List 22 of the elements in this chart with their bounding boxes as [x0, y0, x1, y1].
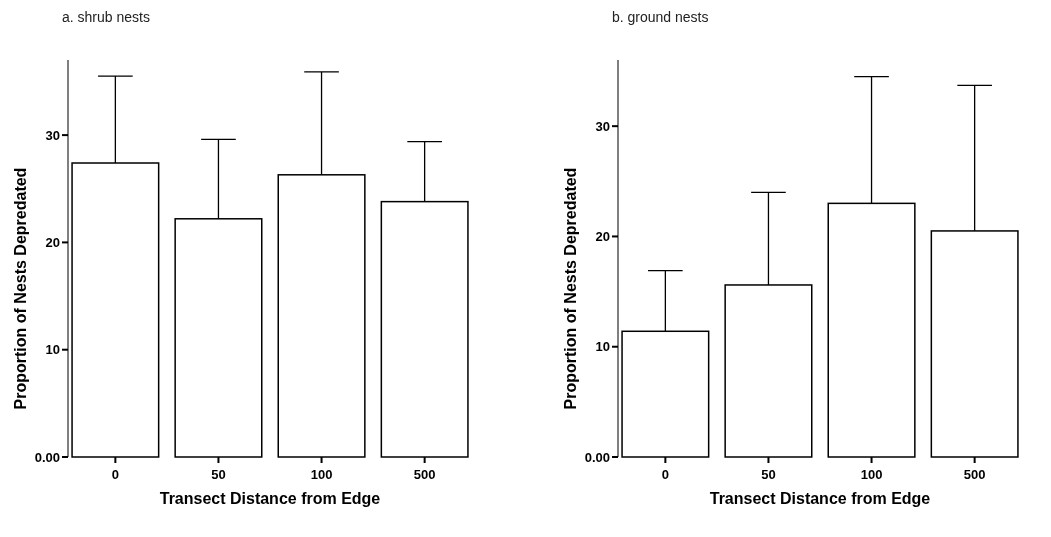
x-tick-label: 0 — [111, 467, 119, 482]
y-tick-label: 30 — [45, 127, 60, 143]
y-axis-title: Proportion of Nests Depredated — [562, 167, 579, 410]
x-tick-label: 100 — [310, 467, 333, 482]
chart-title: b. ground nests — [612, 9, 709, 25]
x-axis-title: Transect Distance from Edge — [159, 490, 381, 507]
x-tick-label: 0 — [661, 467, 669, 482]
x-axis-title: Transect Distance from Edge — [709, 490, 931, 507]
x-tick-label: 100 — [860, 467, 883, 482]
y-tick-label: 0.00 — [584, 449, 610, 465]
x-tick-label: 50 — [211, 467, 226, 482]
x-tick-label: 50 — [761, 467, 776, 482]
y-tick-label: 0.00 — [34, 449, 60, 465]
y-tick-label: 20 — [595, 228, 610, 244]
chart-title: a. shrub nests — [62, 9, 150, 25]
y-axis-title: Proportion of Nests Depredated — [12, 167, 29, 410]
x-tick-label: 500 — [413, 467, 436, 482]
y-tick-label: 20 — [45, 234, 60, 250]
x-tick-label: 500 — [963, 467, 986, 482]
y-tick-label: 10 — [45, 342, 60, 358]
y-tick-label: 10 — [595, 339, 610, 355]
y-tick-label: 30 — [595, 118, 610, 134]
